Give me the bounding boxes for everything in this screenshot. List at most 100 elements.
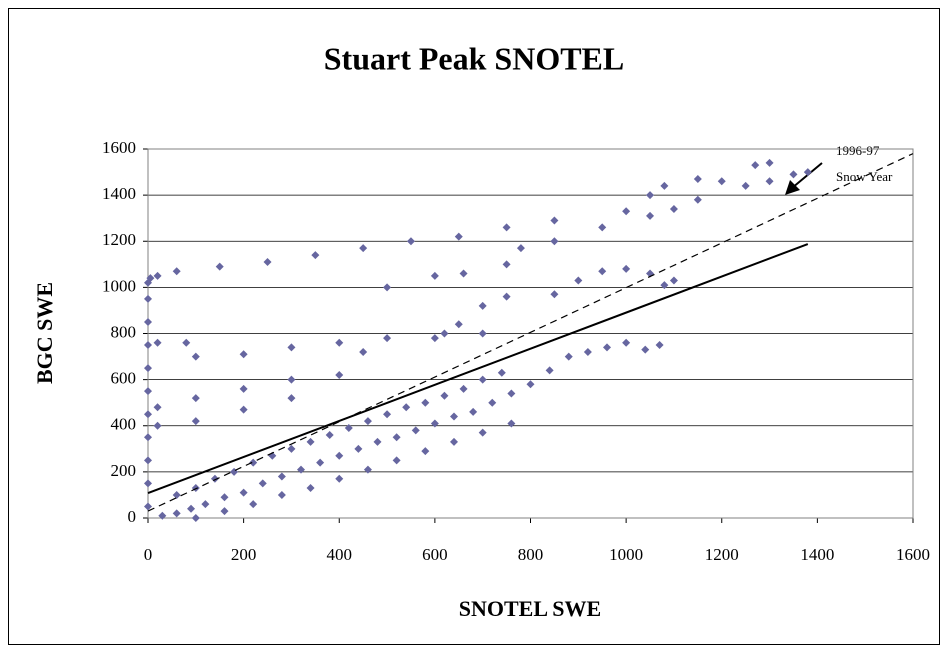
point xyxy=(335,451,344,460)
point xyxy=(287,444,296,453)
point xyxy=(144,341,152,350)
point xyxy=(220,493,229,502)
point xyxy=(469,407,478,416)
point xyxy=(459,269,468,278)
point xyxy=(172,267,181,276)
point xyxy=(335,474,344,483)
point xyxy=(344,424,353,433)
point xyxy=(646,191,655,200)
point xyxy=(239,350,248,359)
x-tick-label: 1000 xyxy=(609,545,643,564)
point xyxy=(392,433,401,442)
point xyxy=(430,419,439,428)
point xyxy=(765,158,774,167)
y-tick-label: 800 xyxy=(111,322,137,341)
point xyxy=(359,244,368,253)
point xyxy=(550,216,559,225)
point xyxy=(191,417,200,426)
y-tick-label: 1200 xyxy=(102,230,136,249)
annotation: Snow Year xyxy=(836,169,893,184)
point xyxy=(411,426,420,435)
point xyxy=(478,375,487,384)
point xyxy=(803,168,812,177)
x-axis-label: SNOTEL SWE xyxy=(459,596,601,621)
point xyxy=(655,341,664,350)
point xyxy=(191,484,200,493)
annotation: 1996-97 xyxy=(836,143,880,158)
point xyxy=(550,237,559,246)
point xyxy=(239,405,248,414)
x-tick-label: 600 xyxy=(422,545,448,564)
x-tick-label: 1200 xyxy=(705,545,739,564)
point xyxy=(660,181,669,190)
point xyxy=(622,264,631,273)
point xyxy=(297,465,305,474)
point xyxy=(622,338,631,347)
y-tick-label: 0 xyxy=(128,507,137,526)
point xyxy=(191,514,200,522)
point xyxy=(550,290,559,299)
point xyxy=(392,456,401,465)
y-tick-label: 1000 xyxy=(102,276,136,295)
point xyxy=(263,258,272,267)
x-tick-label: 800 xyxy=(518,545,544,564)
point xyxy=(182,338,191,347)
point xyxy=(765,177,774,186)
y-tick-label: 200 xyxy=(111,461,137,480)
x-tick-label: 1400 xyxy=(800,545,834,564)
x-tick-label: 400 xyxy=(327,545,353,564)
point xyxy=(383,283,392,292)
x-tick-label: 0 xyxy=(144,545,153,564)
point xyxy=(306,437,315,446)
point xyxy=(641,345,650,354)
point xyxy=(359,347,368,356)
point xyxy=(789,170,798,179)
annotation-arrowhead xyxy=(785,180,800,195)
point xyxy=(335,338,344,347)
point xyxy=(421,447,430,456)
x-tick-label: 200 xyxy=(231,545,257,564)
point xyxy=(751,161,760,170)
point xyxy=(144,502,152,511)
point xyxy=(516,244,525,253)
chart-title: Stuart Peak SNOTEL xyxy=(324,40,624,76)
point xyxy=(144,317,152,326)
point xyxy=(383,410,392,419)
annotation-arrow xyxy=(791,162,823,189)
point xyxy=(373,437,382,446)
point xyxy=(287,394,296,403)
point xyxy=(622,207,631,216)
trendline xyxy=(147,243,809,495)
point xyxy=(306,484,315,493)
chart-border xyxy=(8,8,940,645)
point xyxy=(363,417,372,426)
point xyxy=(191,352,200,361)
point xyxy=(450,412,458,421)
point xyxy=(478,301,487,310)
point xyxy=(717,177,726,186)
point xyxy=(598,223,607,232)
point xyxy=(574,276,583,285)
y-tick-label: 1400 xyxy=(102,184,136,203)
point xyxy=(669,204,678,213)
point xyxy=(488,398,497,407)
point xyxy=(210,474,219,483)
y-tick-label: 400 xyxy=(111,415,137,434)
point xyxy=(454,232,463,241)
point xyxy=(258,479,267,488)
point xyxy=(287,343,296,352)
point xyxy=(507,389,516,398)
point xyxy=(158,511,167,520)
point xyxy=(502,223,511,232)
point xyxy=(564,352,573,361)
point xyxy=(454,320,463,329)
point xyxy=(249,500,258,509)
point xyxy=(603,343,611,352)
point xyxy=(153,271,162,280)
point xyxy=(450,437,458,446)
point xyxy=(146,274,155,283)
point xyxy=(598,267,607,276)
point xyxy=(153,338,162,347)
point xyxy=(144,294,152,303)
point xyxy=(741,181,750,190)
